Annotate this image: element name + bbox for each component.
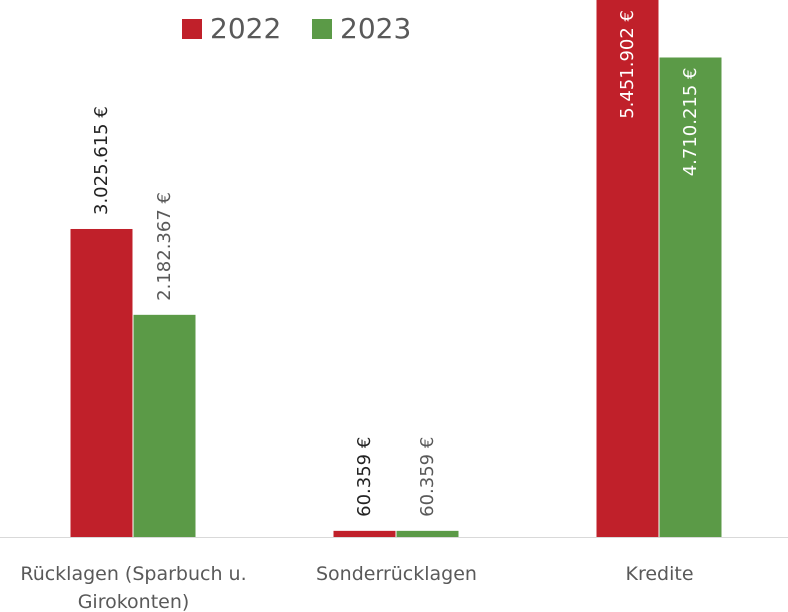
legend-item: 2022 (182, 12, 281, 45)
value-label: 60.359 € (354, 437, 375, 517)
legend-swatch (182, 18, 202, 39)
legend-label: 2022 (210, 12, 282, 45)
x-tick-label: Sonderrücklagen (316, 563, 477, 585)
legend-label: 2023 (340, 12, 412, 45)
legend-swatch (312, 18, 332, 39)
bar (133, 314, 196, 537)
x-tick-label: Rücklagen (Sparbuch u. Girokonten) (20, 563, 247, 612)
bar (659, 57, 722, 538)
value-label: 4.710.215 € (680, 67, 701, 176)
value-label: 3.025.615 € (91, 106, 112, 215)
bar (396, 530, 459, 537)
value-label: 60.359 € (417, 437, 438, 517)
legend-item: 2023 (312, 12, 411, 45)
bar (333, 530, 396, 537)
value-label: 2.182.367 € (154, 192, 175, 301)
x-tick-label: Kredite (625, 563, 694, 585)
bar (596, 0, 659, 537)
bar (70, 228, 133, 537)
value-label: 5.451.902 € (617, 10, 638, 119)
